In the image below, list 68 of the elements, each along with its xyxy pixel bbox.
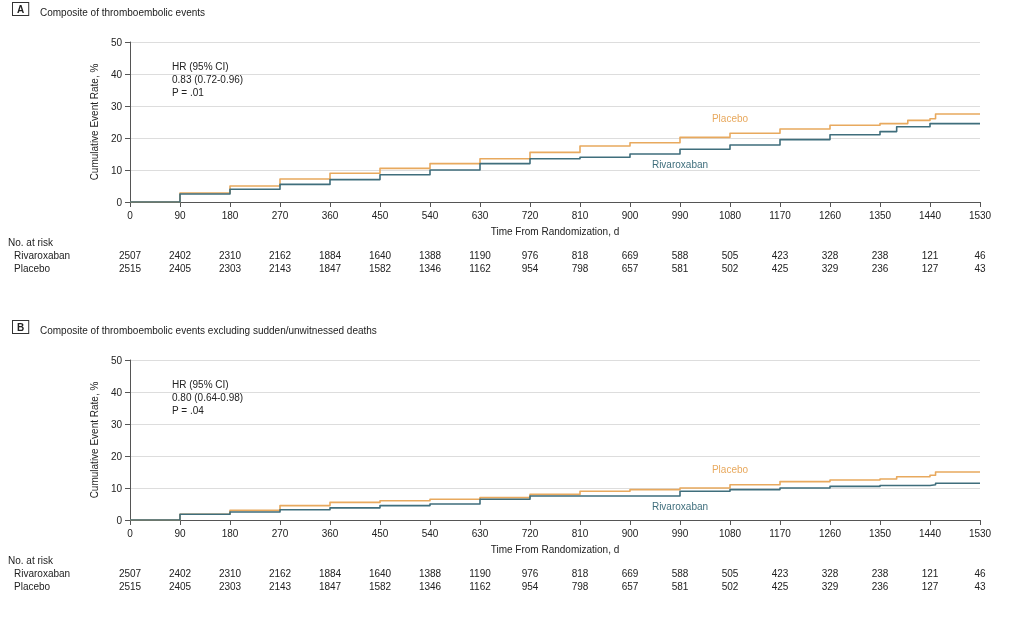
x-tick-label: 630: [471, 527, 489, 539]
y-tick-label: 20: [110, 132, 123, 144]
text: A: [17, 3, 25, 15]
x-tick-label: 540: [421, 209, 439, 221]
x-tick-label: 1440: [918, 209, 942, 221]
x-tick-label: 1080: [718, 209, 742, 221]
series-label: Placebo: [711, 464, 749, 476]
x-tick-label: 630: [471, 209, 489, 221]
y-tick-label: 20: [110, 450, 123, 462]
x-tick-label: 0: [127, 527, 134, 539]
x-tick-label: 90: [174, 527, 186, 539]
text: B: [17, 321, 25, 333]
y-tick-label: 10: [110, 482, 123, 494]
y-axis-title: Cumulative Event Rate, %: [89, 381, 101, 499]
text: Placebo 2515 2405 2303 2143 1847 1582 1346 1162 954 798 657 581 502 425 329 236 127 43: [14, 262, 986, 274]
x-tick-label: 90: [174, 209, 186, 221]
y-tick-label: 0: [116, 514, 123, 526]
y-tick-label: 0: [116, 196, 123, 208]
x-tick-label: 0: [127, 209, 134, 221]
x-tick-label: 540: [421, 527, 439, 539]
x-tick-label: 810: [571, 209, 589, 221]
x-axis-title: Time From Randomization, d: [490, 543, 620, 555]
chart-title: Composite of thromboembolic events excluding sudden/unwitnessed deaths: [40, 324, 377, 336]
x-tick-label: 270: [271, 527, 289, 539]
series-label: Rivaroxaban: [651, 500, 709, 512]
annotation: HR (95% CI) 0.83 (0.72-0.96) P = .01: [172, 61, 244, 98]
x-tick-label: 1530: [968, 209, 992, 221]
annotation: HR (95% CI) 0.80 (0.64-0.98) P = .04: [172, 379, 244, 416]
x-tick-label: 450: [371, 527, 389, 539]
x-tick-label: 900: [621, 209, 639, 221]
x-tick-label: 1260: [818, 527, 842, 539]
x-tick-label: 180: [221, 527, 239, 539]
x-tick-label: 180: [221, 209, 239, 221]
text: Placebo 2515 2405 2303 2143 1847 1582 1346 1162 954 798 657 581 502 425 329 236 127 43: [14, 580, 986, 592]
x-tick-label: 270: [271, 209, 289, 221]
x-tick-label: 450: [371, 209, 389, 221]
y-axis-title: Cumulative Event Rate, %: [89, 63, 101, 181]
x-tick-label: 990: [671, 209, 689, 221]
chart-title: Composite of thromboembolic events: [40, 6, 206, 18]
x-tick-label: 1350: [868, 209, 892, 221]
text: No. at risk: [8, 236, 55, 248]
x-tick-label: 810: [571, 527, 589, 539]
x-tick-label: 1530: [968, 527, 992, 539]
x-tick-label: 1440: [918, 527, 942, 539]
x-tick-label: 720: [521, 527, 539, 539]
y-tick-label: 40: [110, 68, 123, 80]
x-tick-label: 360: [321, 527, 339, 539]
x-tick-label: 1170: [769, 209, 792, 221]
x-tick-label: 1260: [818, 209, 842, 221]
x-tick-label: 900: [621, 527, 639, 539]
y-tick-label: 50: [110, 354, 123, 366]
x-tick-label: 1080: [718, 527, 742, 539]
y-tick-label: 30: [110, 100, 123, 112]
y-tick-label: 40: [110, 386, 123, 398]
text: Rivaroxaban 2507 2402 2310 2162 1884 1640 1388 1190 976 818 669 588 505 423 328 238 121 46: [14, 567, 986, 579]
text: No. at risk: [8, 554, 55, 566]
y-tick-label: 30: [110, 418, 123, 430]
x-tick-label: 1170: [769, 527, 792, 539]
x-tick-label: 1350: [868, 527, 892, 539]
x-tick-label: 360: [321, 209, 339, 221]
x-tick-label: 990: [671, 527, 689, 539]
x-axis-title: Time From Randomization, d: [490, 225, 620, 237]
y-tick-label: 50: [110, 36, 123, 48]
y-tick-label: 10: [110, 164, 123, 176]
x-tick-label: 720: [521, 209, 539, 221]
series-label: Rivaroxaban: [651, 158, 709, 170]
series-label: Placebo: [711, 112, 749, 124]
text: Rivaroxaban 2507 2402 2310 2162 1884 1640 1388 1190 976 818 669 588 505 423 328 238 121 46: [14, 249, 986, 261]
